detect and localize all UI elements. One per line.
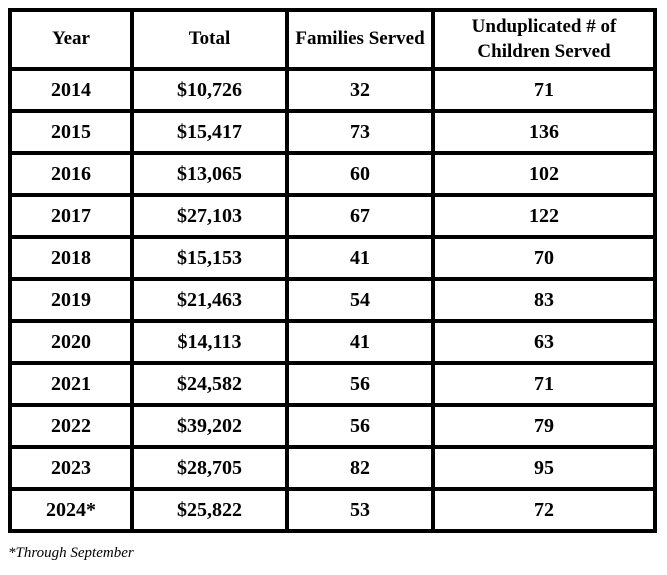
cell-total: $14,113 bbox=[130, 319, 289, 365]
table-row: 2019 $21,463 54 83 bbox=[8, 277, 657, 323]
cell-children-served: 83 bbox=[431, 277, 657, 323]
cell-families-served: 53 bbox=[285, 487, 435, 533]
cell-year: 2023 bbox=[8, 445, 134, 491]
cell-total: $28,705 bbox=[130, 445, 289, 491]
cell-total: $15,417 bbox=[130, 109, 289, 155]
cell-total: $24,582 bbox=[130, 361, 289, 407]
cell-children-served: 79 bbox=[431, 403, 657, 449]
cell-families-served: 82 bbox=[285, 445, 435, 491]
column-header-children-served: Unduplicated # of Children Served bbox=[431, 8, 657, 71]
cell-families-served: 73 bbox=[285, 109, 435, 155]
table-row: 2017 $27,103 67 122 bbox=[8, 193, 657, 239]
cell-year: 2014 bbox=[8, 67, 134, 113]
cell-children-served: 136 bbox=[431, 109, 657, 155]
header-row: Year Total Families Served Unduplicated … bbox=[8, 8, 657, 71]
cell-year: 2018 bbox=[8, 235, 134, 281]
table-row: 2020 $14,113 41 63 bbox=[8, 319, 657, 365]
cell-year: 2019 bbox=[8, 277, 134, 323]
cell-total: $27,103 bbox=[130, 193, 289, 239]
cell-total: $39,202 bbox=[130, 403, 289, 449]
table-row: 2021 $24,582 56 71 bbox=[8, 361, 657, 407]
cell-families-served: 56 bbox=[285, 361, 435, 407]
cell-children-served: 71 bbox=[431, 361, 657, 407]
cell-year: 2022 bbox=[8, 403, 134, 449]
cell-total: $25,822 bbox=[130, 487, 289, 533]
cell-children-served: 71 bbox=[431, 67, 657, 113]
cell-families-served: 60 bbox=[285, 151, 435, 197]
cell-year: 2015 bbox=[8, 109, 134, 155]
cell-total: $10,726 bbox=[130, 67, 289, 113]
cell-families-served: 67 bbox=[285, 193, 435, 239]
cell-total: $13,065 bbox=[130, 151, 289, 197]
cell-children-served: 95 bbox=[431, 445, 657, 491]
annual-service-table: Year Total Families Served Unduplicated … bbox=[8, 8, 657, 533]
cell-children-served: 122 bbox=[431, 193, 657, 239]
cell-children-served: 70 bbox=[431, 235, 657, 281]
cell-year: 2020 bbox=[8, 319, 134, 365]
cell-children-served: 102 bbox=[431, 151, 657, 197]
cell-year: 2017 bbox=[8, 193, 134, 239]
cell-children-served: 72 bbox=[431, 487, 657, 533]
table-row: 2018 $15,153 41 70 bbox=[8, 235, 657, 281]
cell-families-served: 41 bbox=[285, 319, 435, 365]
table-row: 2016 $13,065 60 102 bbox=[8, 151, 657, 197]
table-row: 2014 $10,726 32 71 bbox=[8, 67, 657, 113]
footnote: *Through September bbox=[8, 545, 134, 561]
column-header-total: Total bbox=[130, 8, 289, 71]
cell-year: 2024* bbox=[8, 487, 134, 533]
table-row: 2024* $25,822 53 72 bbox=[8, 487, 657, 533]
cell-families-served: 41 bbox=[285, 235, 435, 281]
cell-children-served: 63 bbox=[431, 319, 657, 365]
cell-families-served: 32 bbox=[285, 67, 435, 113]
cell-families-served: 56 bbox=[285, 403, 435, 449]
table-row: 2022 $39,202 56 79 bbox=[8, 403, 657, 449]
cell-total: $15,153 bbox=[130, 235, 289, 281]
column-header-year: Year bbox=[8, 8, 134, 71]
cell-total: $21,463 bbox=[130, 277, 289, 323]
table-row: 2015 $15,417 73 136 bbox=[8, 109, 657, 155]
table-body: 2014 $10,726 32 71 2015 $15,417 73 136 2016 $13,0… bbox=[8, 67, 657, 533]
column-header-families-served: Families Served bbox=[285, 8, 435, 71]
cell-year: 2021 bbox=[8, 361, 134, 407]
table-row: 2023 $28,705 82 95 bbox=[8, 445, 657, 491]
cell-year: 2016 bbox=[8, 151, 134, 197]
cell-families-served: 54 bbox=[285, 277, 435, 323]
